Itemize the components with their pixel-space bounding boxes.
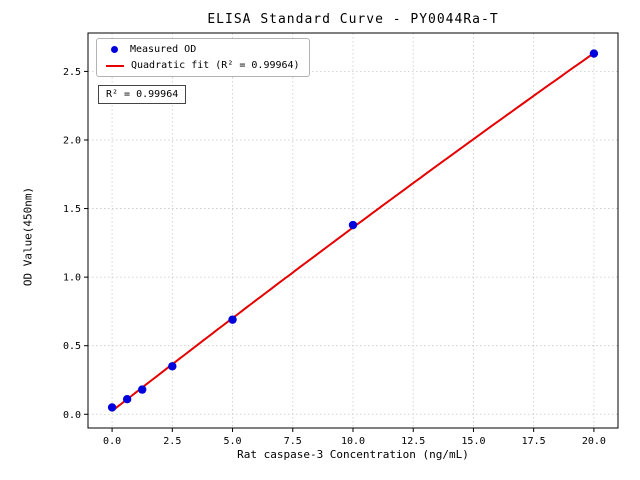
legend-label-quadratic-fit: Quadratic fit (R² = 0.99964): [131, 60, 300, 71]
y-axis-label: OD Value(450nm): [21, 186, 35, 287]
svg-text:1.5: 1.5: [63, 204, 81, 215]
svg-text:0.0: 0.0: [63, 410, 81, 421]
quadratic-fit-line-icon: [106, 64, 124, 67]
svg-text:5.0: 5.0: [224, 436, 242, 447]
svg-text:0.0: 0.0: [103, 436, 121, 447]
x-axis-label: Rat caspase-3 Concentration (ng/mL): [237, 448, 469, 461]
measured-od-dot-icon: [111, 46, 118, 53]
svg-text:17.5: 17.5: [522, 436, 546, 447]
svg-text:12.5: 12.5: [401, 436, 425, 447]
svg-text:20.0: 20.0: [582, 436, 606, 447]
r-squared-annotation: R² = 0.99964: [98, 85, 187, 104]
svg-text:15.0: 15.0: [461, 436, 485, 447]
svg-text:0.5: 0.5: [63, 341, 81, 352]
svg-text:2.5: 2.5: [63, 67, 81, 78]
svg-text:7.5: 7.5: [284, 436, 302, 447]
svg-text:2.0: 2.0: [63, 135, 81, 146]
legend-item-quadratic-fit: Quadratic fit (R² = 0.99964): [106, 60, 300, 71]
legend-item-measured-od: Measured OD: [106, 44, 300, 55]
legend: Measured OD Quadratic fit (R² = 0.99964): [96, 38, 310, 77]
svg-text:1.0: 1.0: [63, 273, 81, 284]
chart-title: ELISA Standard Curve - PY0044Ra-T: [207, 12, 499, 27]
svg-text:10.0: 10.0: [341, 436, 365, 447]
svg-text:2.5: 2.5: [163, 436, 181, 447]
legend-label-measured-od: Measured OD: [130, 44, 197, 55]
